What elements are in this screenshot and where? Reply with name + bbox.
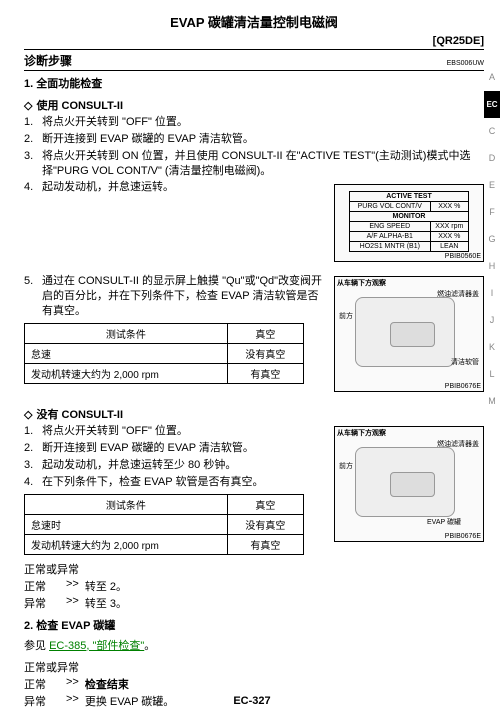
vacuum-table-2: 测试条件真空 怠速时没有真空 发动机转速大约为 2,000 rpm有真空 — [24, 494, 304, 555]
list-num: 4. — [24, 475, 42, 490]
table-cell: 有真空 — [227, 363, 303, 383]
at-row-label: ENG SPEED — [350, 222, 431, 232]
normal-abnormal-label: 正常或异常 — [24, 561, 484, 577]
table-header: 真空 — [227, 494, 303, 514]
figure-label: 前方 — [339, 311, 353, 321]
figure-code: PBIB0560E — [445, 253, 481, 260]
table-header: 真空 — [227, 323, 303, 343]
page-number: EC-327 — [0, 695, 504, 707]
table-cell: 有真空 — [227, 534, 303, 554]
step1-heading: 1. 全面功能检查 — [24, 75, 484, 91]
table-header: 测试条件 — [25, 494, 228, 514]
table-cell: 发动机转速大约为 2,000 rpm — [25, 534, 228, 554]
with-consult-heading: 使用 CONSULT-II — [24, 97, 484, 113]
table-cell: 没有真空 — [227, 514, 303, 534]
side-tab[interactable]: G — [484, 226, 500, 253]
list-num: 5. — [24, 274, 42, 319]
table-cell: 没有真空 — [227, 343, 303, 363]
at-row-val: XXX rpm — [430, 222, 468, 232]
side-tab[interactable]: A — [484, 64, 500, 91]
see-prefix: 参见 — [24, 640, 49, 652]
figure-label: 清洁软管 — [451, 357, 479, 367]
list-num: 4. — [24, 180, 42, 195]
side-tab[interactable]: L — [484, 361, 500, 388]
diag-heading-text: 诊断步骤 — [24, 52, 72, 69]
figure-label: EVAP 碳罐 — [427, 517, 461, 527]
figure-code: PBIB0676E — [445, 533, 481, 540]
figure-title: 从车辆下方观察 — [337, 428, 386, 438]
at-row-val: XXX % — [430, 202, 468, 212]
table-header: 测试条件 — [25, 323, 228, 343]
list-num: 3. — [24, 149, 42, 179]
diagnosis-heading: 诊断步骤 EBS006UW — [24, 52, 484, 71]
see-suffix: 。 — [144, 640, 155, 652]
result-target: 检查结束 — [85, 676, 129, 692]
at-row-val: XXX % — [430, 232, 468, 242]
list-num: 2. — [24, 132, 42, 147]
side-tab[interactable]: D — [484, 145, 500, 172]
result-label: 正常 — [24, 578, 60, 594]
list-item: 起动发动机，并怠速运转。 — [42, 180, 328, 195]
result-label: 正常 — [24, 676, 60, 692]
arrow-icon: >> — [66, 578, 79, 594]
side-tab[interactable]: E — [484, 172, 500, 199]
table-cell: 怠速时 — [25, 514, 228, 534]
list-item: 断开连接到 EVAP 碳罐的 EVAP 清洁软管。 — [42, 441, 328, 456]
at-row-label: A/F ALPHA-B1 — [350, 232, 431, 242]
active-test-monitor: MONITOR — [350, 212, 469, 222]
active-test-title: ACTIVE TEST — [350, 192, 469, 202]
list-num: 1. — [24, 115, 42, 130]
figure-code: PBIB0676E — [445, 383, 481, 390]
side-tab[interactable]: K — [484, 334, 500, 361]
at-row-label: HO2S1 MNTR (B1) — [350, 242, 431, 252]
result-target: 转至 2。 — [85, 578, 127, 594]
side-tabs: A EC C D E F G H I J K L M — [484, 64, 500, 415]
model-code: [QR25DE] — [24, 35, 484, 50]
side-tab[interactable]: H — [484, 253, 500, 280]
without-consult-heading: 没有 CONSULT-II — [24, 406, 484, 422]
vacuum-table-1: 测试条件真空 怠速没有真空 发动机转速大约为 2,000 rpm有真空 — [24, 323, 304, 384]
at-row-val: LEAN — [430, 242, 468, 252]
list-item: 将点火开关转到 "OFF" 位置。 — [42, 115, 484, 130]
result-target: 转至 3。 — [85, 595, 127, 611]
side-tab-active[interactable]: EC — [484, 91, 500, 118]
list-item: 起动发动机，并怠速运转至少 80 秒钟。 — [42, 458, 328, 473]
list-num: 3. — [24, 458, 42, 473]
cross-reference-link[interactable]: EC-385, "部件检查" — [49, 640, 144, 652]
list-item: 将点火开关转到 ON 位置，并且使用 CONSULT-II 在"ACTIVE T… — [42, 149, 484, 179]
figure-active-test: ACTIVE TEST PURG VOL CONT/VXXX % MONITOR… — [334, 184, 484, 262]
list-num: 1. — [24, 424, 42, 439]
diag-code: EBS006UW — [447, 60, 484, 67]
list-item: 断开连接到 EVAP 碳罐的 EVAP 清洁软管。 — [42, 132, 484, 147]
list-item: 通过在 CONSULT-II 的显示屏上触摸 "Qu"或"Qd"改变阀开启的百分… — [42, 274, 328, 319]
page-title: EVAP 碳罐清洁量控制电磁阀 — [24, 12, 484, 31]
side-tab[interactable]: C — [484, 118, 500, 145]
figure-underbody-1: 从车辆下方观察 燃油滤清器盖 前方 清洁软管 PBIB0676E — [334, 276, 484, 392]
arrow-icon: >> — [66, 595, 79, 611]
list-item: 在下列条件下，检查 EVAP 软管是否有真空。 — [42, 475, 328, 490]
step2-heading: 2. 检查 EVAP 碳罐 — [24, 617, 484, 633]
table-cell: 怠速 — [25, 343, 228, 363]
at-row-label: PURG VOL CONT/V — [350, 202, 431, 212]
side-tab[interactable]: F — [484, 199, 500, 226]
list-num: 2. — [24, 441, 42, 456]
list-item: 将点火开关转到 "OFF" 位置。 — [42, 424, 328, 439]
result-label: 异常 — [24, 595, 60, 611]
side-tab[interactable]: M — [484, 388, 500, 415]
figure-underbody-2: 从车辆下方观察 燃油滤清器盖 前方 EVAP 碳罐 PBIB0676E — [334, 426, 484, 542]
table-cell: 发动机转速大约为 2,000 rpm — [25, 363, 228, 383]
figure-title: 从车辆下方观察 — [337, 278, 386, 288]
side-tab[interactable]: I — [484, 280, 500, 307]
with-consult-steps: 1.将点火开关转到 "OFF" 位置。 2.断开连接到 EVAP 碳罐的 EVA… — [24, 115, 484, 178]
figure-label: 前方 — [339, 461, 353, 471]
side-tab[interactable]: J — [484, 307, 500, 334]
arrow-icon: >> — [66, 676, 79, 692]
normal-abnormal-label: 正常或异常 — [24, 659, 484, 675]
